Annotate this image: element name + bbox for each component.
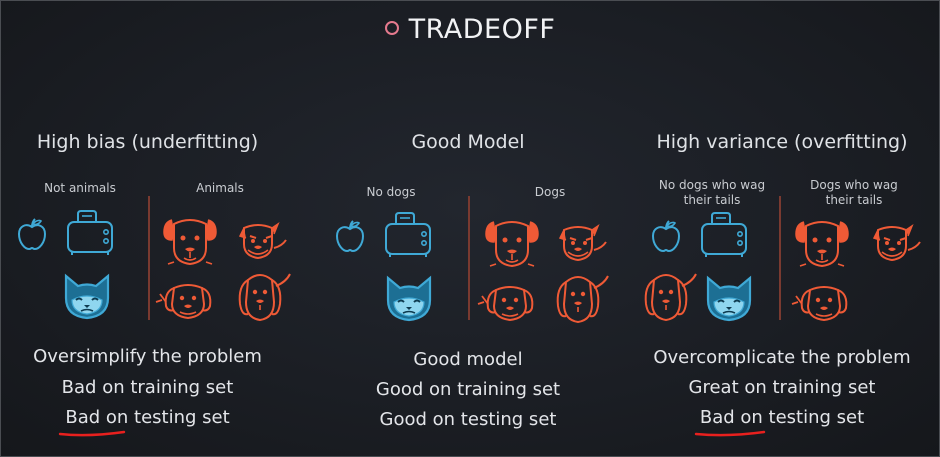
description-line-1: Oversimplify the problem	[33, 346, 262, 367]
dog-icon	[795, 221, 849, 267]
right-group-label: Dogs	[534, 185, 566, 199]
dog-icon	[163, 219, 217, 265]
right-group-label: Animals	[196, 181, 244, 195]
toaster-icon	[67, 210, 113, 256]
description-line-1: Good model	[413, 349, 523, 370]
dog-icon	[873, 225, 921, 261]
group-divider	[468, 196, 470, 320]
left-group-label: No dogs	[366, 185, 416, 199]
column-high-bias: High bias (underfitting) Not animals Ani…	[0, 0, 295, 457]
bullet-circle-icon	[384, 20, 399, 35]
cat-icon	[706, 276, 752, 322]
description-line-3: Good on testing set	[379, 409, 557, 430]
dog-icon	[477, 286, 534, 321]
apple-icon	[18, 218, 46, 250]
column-good-model: Good Model No dogs Dogs Good model Good …	[318, 0, 618, 457]
left-group-label: No dogs who wag their tails	[658, 178, 766, 207]
column-heading: Good Model	[411, 131, 525, 153]
description-line-1: Overcomplicate the problem	[653, 347, 911, 368]
group-divider	[148, 196, 150, 320]
dog-icon	[644, 273, 697, 321]
toaster-icon	[385, 212, 431, 258]
dog-icon	[791, 286, 848, 321]
column-high-variance: High variance (overfitting) No dogs who …	[632, 0, 932, 457]
cat-icon	[64, 274, 110, 320]
description-line-2: Good on training set	[375, 379, 561, 400]
description-line-3: Bad on testing set	[699, 407, 865, 428]
red-underline-annotation	[58, 430, 126, 437]
right-group-label: Dogs who wag their tails	[810, 178, 898, 207]
slide-title: TRADEOFF	[408, 14, 556, 45]
toaster-icon	[701, 212, 747, 258]
dog-icon	[559, 225, 607, 261]
red-underline-annotation	[694, 430, 766, 437]
dog-icon	[239, 223, 287, 259]
dog-icon	[155, 284, 212, 319]
description-line-2: Bad on training set	[61, 377, 234, 398]
description-line-3: Bad on testing set	[65, 407, 230, 428]
apple-icon	[336, 220, 364, 252]
column-heading: High variance (overfitting)	[656, 131, 908, 153]
group-divider	[779, 196, 781, 320]
dog-icon	[556, 275, 609, 323]
description-line-2: Great on training set	[688, 377, 876, 398]
slide-title-wrap: TRADEOFF	[0, 14, 940, 45]
left-group-label: Not animals	[44, 181, 116, 195]
dog-icon	[238, 273, 291, 321]
column-heading: High bias (underfitting)	[36, 131, 259, 153]
apple-icon	[652, 220, 680, 252]
cat-icon	[386, 276, 432, 322]
dog-icon	[485, 221, 539, 267]
